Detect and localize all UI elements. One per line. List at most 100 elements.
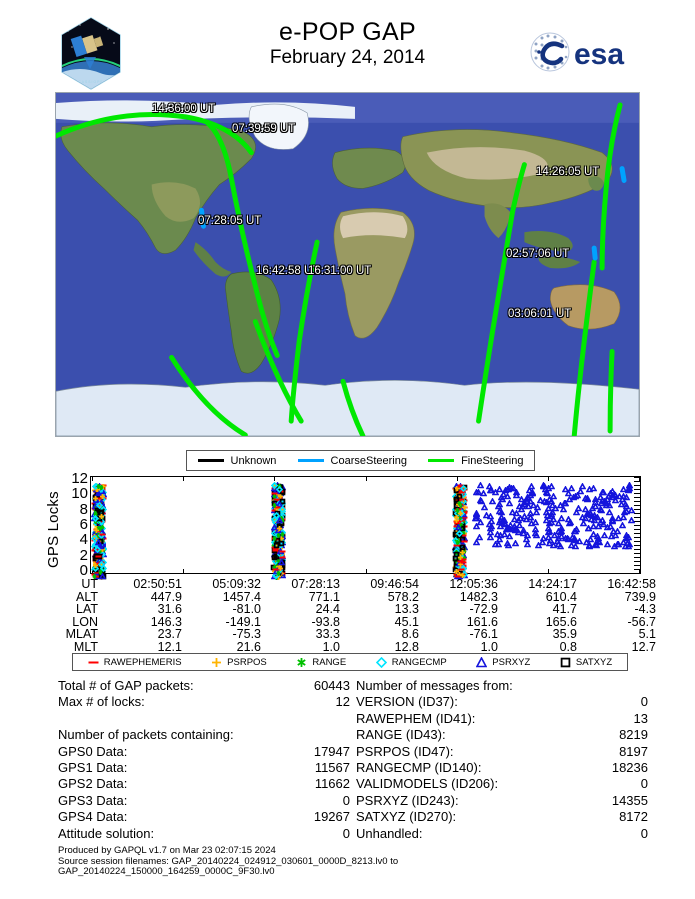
stat-value: 11567 [314, 760, 350, 776]
param-table-cell: 07:28:13 [291, 577, 340, 591]
chart-data-point [543, 506, 552, 524]
chart-x-axis-tick [183, 569, 185, 573]
msg-legend-label: PSRXYZ [492, 656, 531, 668]
chart-y-tick-label: 2 [79, 546, 88, 564]
chart-data-point [275, 564, 282, 582]
chart-data-point [92, 556, 99, 574]
param-table-cell: 21.6 [236, 639, 261, 654]
chart-data-point [495, 535, 503, 553]
chart-data-point [279, 525, 286, 543]
chart-data-point [97, 563, 104, 581]
map-ut-label: 14:36:00 UT [152, 103, 216, 115]
chart-data-point [477, 513, 485, 531]
stat-label: GPS3 Data: [58, 792, 128, 808]
chart-data-point [512, 483, 521, 501]
stat-row: GPS1 Data: 11567 [58, 760, 350, 776]
param-table-row: UT 02:50:51 05:09:32 07:28:13 09:46:54 12:05:… [46, 578, 656, 591]
param-table-cell: 05:09:32 [212, 577, 261, 591]
footer-line-produced: Produced by GAPQL v1.7 on Mar 23 02:07:1… [58, 845, 276, 856]
param-table-cell: -81.0 [232, 602, 262, 617]
chart-data-point [93, 521, 100, 539]
chart-x-axis-tick [639, 569, 640, 573]
stat-label: SATXYZ (ID270): [356, 809, 457, 825]
stat-label: Unhandled: [356, 825, 423, 841]
stat-label: VALIDMODELS (ID206): [356, 776, 499, 792]
chart-data-point [272, 541, 279, 559]
param-table-cell: 0.8 [559, 639, 577, 654]
chart-data-point [97, 503, 104, 521]
stat-value: 14355 [611, 792, 648, 808]
chart-data-point [591, 535, 600, 553]
param-table-cell: 31.6 [157, 602, 182, 617]
param-table-cell: 16:42:58 [607, 577, 656, 591]
chart-data-point [276, 536, 285, 554]
chart-data-point [621, 495, 629, 513]
msg-legend-marker-icon [375, 656, 387, 668]
gps-locks-scatter-plot[interactable] [90, 476, 641, 580]
stat-row: GPS3 Data: 0 [58, 793, 350, 809]
chart-y-axis-minor-tick [634, 525, 640, 526]
chart-data-point [271, 548, 278, 566]
chart-y-tick-label: 0 [79, 562, 88, 579]
chart-data-point [619, 516, 627, 534]
msg-legend-label: PSRPOS [227, 656, 267, 668]
stat-value: 0 [640, 776, 648, 792]
stat-label: GPS0 Data: [58, 743, 128, 759]
chart-data-point [608, 512, 617, 530]
chart-x-axis-tick [365, 477, 367, 481]
chart-y-axis-minor-tick [634, 541, 640, 542]
stat-value: 18236 [611, 760, 648, 776]
legend-item-coarsesteering: CoarseSteering [297, 455, 407, 467]
chart-data-point [277, 553, 286, 571]
stat-row: VERSION (ID37): 0 [356, 694, 648, 710]
stat-label: GPS2 Data: [58, 776, 128, 792]
chart-data-point [94, 540, 101, 558]
param-table-cell: 24.4 [315, 602, 340, 617]
legend-label: FineSteering [461, 454, 524, 467]
footer-line-source-2: GAP_20140224_150000_164259_0000C_9F30.lv… [58, 866, 275, 878]
chart-y-axis-minor-tick [634, 569, 640, 570]
statistics-right-column: Number of messages from: VERSION (ID37):… [356, 678, 648, 842]
chart-y-axis-minor-tick [634, 493, 640, 494]
chart-x-axis-tick [547, 477, 549, 481]
statistics-left-column: Total # of GAP packets: 60443 Max # of l… [58, 678, 350, 842]
chart-data-point [272, 539, 279, 557]
stat-row-max-locks: Max # of locks: 12 [58, 694, 350, 710]
esa-logo-icon: esa [530, 32, 624, 72]
chart-y-axis-minor-tick [634, 537, 640, 538]
stat-value: 12 [335, 694, 350, 710]
param-table-cell: -72.9 [469, 602, 499, 617]
world-map-panel[interactable]: 14:36:00 UT 07:39:59 UT 07:28:05 UT 16:4… [55, 92, 640, 437]
stat-value: 19267 [313, 809, 350, 825]
param-table-cell: 13.3 [394, 602, 419, 617]
chart-y-axis-minor-tick [634, 549, 640, 550]
chart-tail-cluster [91, 477, 640, 573]
page-date: February 24, 2014 [269, 47, 426, 68]
chart-data-point [279, 556, 286, 574]
chart-data-point [97, 555, 106, 573]
param-table-cell: 12.8 [394, 639, 419, 654]
param-table-element: UT 02:50:51 05:09:32 07:28:13 09:46:54 12:05:… [46, 578, 656, 654]
param-table-cell: 14:24:17 [528, 577, 577, 591]
msg-legend-marker-icon [475, 655, 488, 668]
chart-data-point [275, 480, 283, 498]
chart-data-point [505, 520, 514, 538]
chart-data-point [486, 528, 495, 546]
chart-data-point [564, 530, 573, 548]
chart-data-point [276, 519, 283, 537]
msg-legend-label: RAWEPHEMERIS [103, 656, 182, 668]
stat-row: Attitude solution: 0 [58, 826, 350, 842]
msg-legend-marker-icon [211, 657, 222, 668]
chart-data-point [279, 492, 286, 510]
chart-y-tick-label: 10 [71, 485, 88, 503]
page-title: e-POP GAP [278, 18, 416, 46]
chart-y-axis-minor-tick [634, 477, 640, 478]
stat-row: RANGECMP (ID140): 18236 [356, 760, 648, 776]
chart-data-point [95, 547, 102, 565]
chart-data-point [270, 510, 279, 528]
chart-data-point [527, 514, 536, 532]
chart-data-point [523, 535, 532, 553]
stat-value: 0 [342, 825, 350, 841]
chart-y-axis-minor-tick [634, 553, 640, 554]
msg-legend-item-psrxyz: PSRXYZ [475, 655, 531, 668]
